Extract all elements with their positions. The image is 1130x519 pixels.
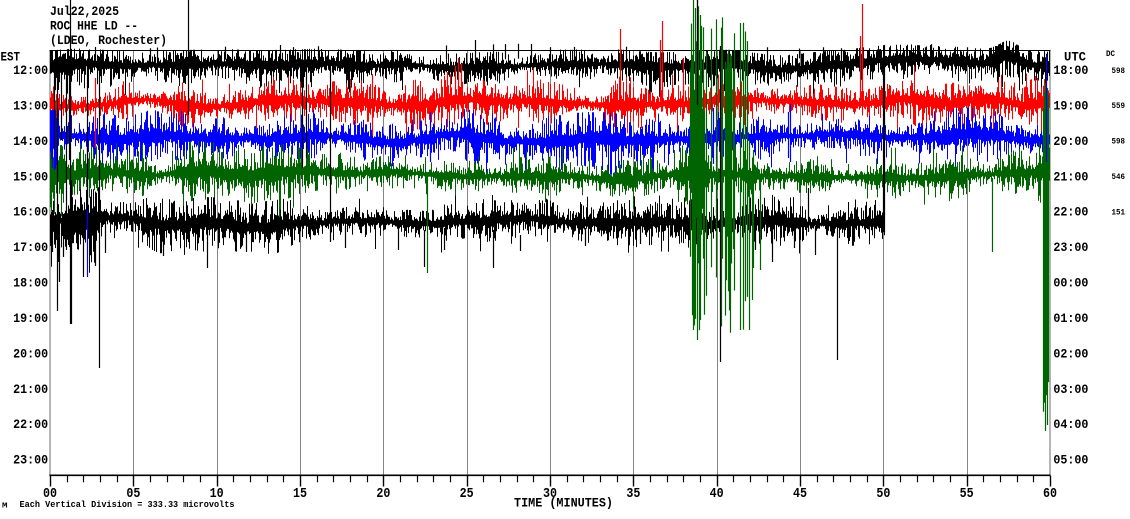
svg-text:18:00: 18:00 bbox=[1053, 63, 1088, 78]
svg-text:Jul22,2025: Jul22,2025 bbox=[50, 5, 119, 19]
svg-text:45: 45 bbox=[793, 487, 807, 502]
svg-text:21:00: 21:00 bbox=[1053, 169, 1088, 184]
svg-text:19:00: 19:00 bbox=[1053, 98, 1088, 113]
svg-text:00:00: 00:00 bbox=[1053, 276, 1088, 291]
svg-text:14:00: 14:00 bbox=[13, 134, 48, 149]
svg-text:30: 30 bbox=[543, 487, 557, 502]
svg-text:598: 598 bbox=[1112, 66, 1126, 76]
svg-text:12:00: 12:00 bbox=[13, 63, 48, 78]
svg-text:(LDEO, Rochester): (LDEO, Rochester) bbox=[50, 34, 167, 48]
svg-text:05:00: 05:00 bbox=[1053, 453, 1088, 468]
svg-text:15: 15 bbox=[293, 487, 307, 502]
svg-text:25: 25 bbox=[460, 487, 474, 502]
svg-text:20: 20 bbox=[376, 487, 390, 502]
svg-text:50: 50 bbox=[876, 487, 890, 502]
svg-text:DC: DC bbox=[1106, 49, 1115, 59]
svg-text:19:00: 19:00 bbox=[13, 311, 48, 326]
svg-text:05: 05 bbox=[126, 487, 140, 502]
svg-text:TIME (MINUTES): TIME (MINUTES) bbox=[514, 496, 613, 511]
svg-text:04:00: 04:00 bbox=[1053, 417, 1088, 432]
svg-text:546: 546 bbox=[1112, 172, 1126, 182]
svg-text:151: 151 bbox=[1112, 207, 1126, 217]
svg-text:17:00: 17:00 bbox=[13, 240, 48, 255]
svg-text:559: 559 bbox=[1112, 101, 1126, 111]
svg-text:00: 00 bbox=[43, 487, 57, 502]
svg-text:20:00: 20:00 bbox=[1053, 134, 1088, 149]
svg-text:M: M bbox=[2, 503, 8, 511]
svg-text:22:00: 22:00 bbox=[1053, 205, 1088, 220]
svg-text:02:00: 02:00 bbox=[1053, 346, 1088, 361]
svg-text:EST: EST bbox=[1, 50, 21, 64]
svg-text:40: 40 bbox=[710, 487, 724, 502]
svg-text:10: 10 bbox=[210, 487, 224, 502]
svg-text:60: 60 bbox=[1043, 487, 1057, 502]
svg-text:Each Vertical Division = 333.: Each Vertical Division = 333.33 microvol… bbox=[20, 499, 235, 510]
svg-text:13:00: 13:00 bbox=[13, 98, 48, 113]
svg-text:18:00: 18:00 bbox=[13, 276, 48, 291]
svg-text:UTC: UTC bbox=[1064, 51, 1086, 65]
svg-text:16:00: 16:00 bbox=[13, 205, 48, 220]
svg-text:15:00: 15:00 bbox=[13, 169, 48, 184]
svg-text:35: 35 bbox=[626, 487, 640, 502]
svg-text:21:00: 21:00 bbox=[13, 382, 48, 397]
svg-text:23:00: 23:00 bbox=[1053, 240, 1088, 255]
svg-text:598: 598 bbox=[1112, 137, 1126, 147]
svg-text:01:00: 01:00 bbox=[1053, 311, 1088, 326]
svg-text:22:00: 22:00 bbox=[13, 417, 48, 432]
svg-text:20:00: 20:00 bbox=[13, 346, 48, 361]
svg-text:ROC HHE LD --: ROC HHE LD -- bbox=[50, 20, 138, 34]
svg-text:03:00: 03:00 bbox=[1053, 382, 1088, 397]
svg-text:23:00: 23:00 bbox=[13, 453, 48, 468]
svg-text:55: 55 bbox=[960, 487, 974, 502]
